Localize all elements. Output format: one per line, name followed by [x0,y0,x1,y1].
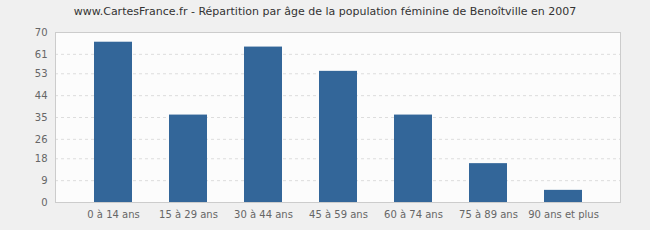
svg-text:18: 18 [35,153,48,164]
svg-text:70: 70 [35,27,48,38]
svg-text:9: 9 [41,175,47,186]
svg-text:0: 0 [41,197,47,208]
svg-text:35: 35 [35,112,48,123]
html-text:www.CartesFrance.fr - Répartit: www.CartesFrance.fr - Répartition par âg… [73,5,577,18]
svg-text:44: 44 [35,90,48,101]
svg-text:75 à 89 ans: 75 à 89 ans [459,209,518,220]
svg-text:26: 26 [35,134,48,145]
svg-text:30 à 44 ans: 30 à 44 ans [234,209,293,220]
svg-text:61: 61 [35,49,48,60]
svg-text:45 à 59 ans: 45 à 59 ans [309,209,368,220]
svg-text:60 à 74 ans: 60 à 74 ans [384,209,443,220]
svg-text:53: 53 [35,68,48,79]
svg-text:0 à 14 ans: 0 à 14 ans [87,209,139,220]
svg-text:90 ans et plus: 90 ans et plus [528,209,599,220]
svg-text:15 à 29 ans: 15 à 29 ans [159,209,218,220]
